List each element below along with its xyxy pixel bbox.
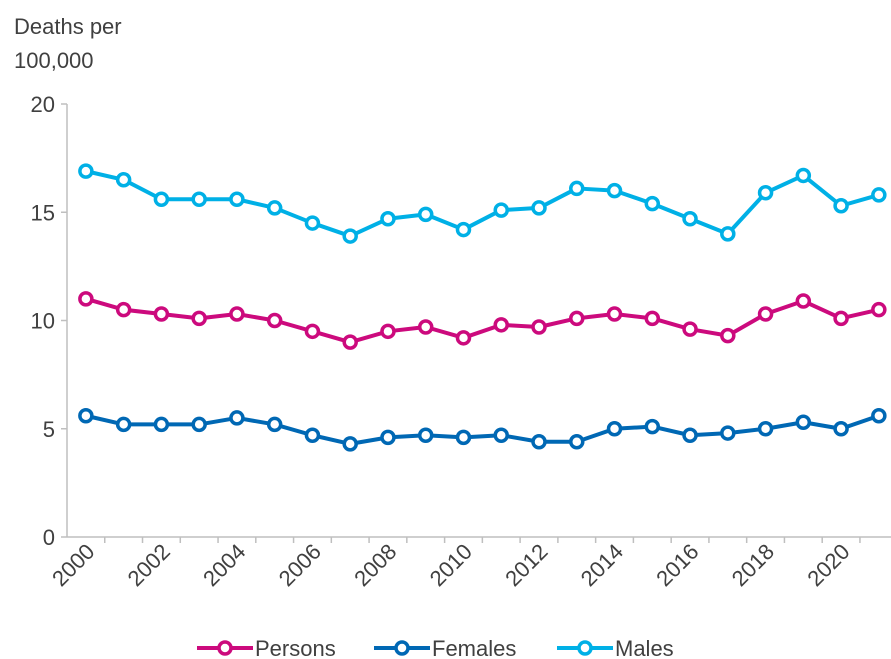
data-point xyxy=(266,416,283,433)
data-point xyxy=(682,427,698,443)
data-point xyxy=(682,321,698,337)
data-point xyxy=(266,200,283,216)
data-point xyxy=(153,306,170,322)
data-point xyxy=(342,228,358,244)
x-tick-label: 2014 xyxy=(576,539,628,591)
data-point xyxy=(493,202,509,218)
data-point xyxy=(455,330,472,346)
data-point xyxy=(871,301,887,318)
data-point xyxy=(304,215,321,231)
data-point xyxy=(606,421,623,437)
data-point xyxy=(455,221,472,238)
data-point xyxy=(191,416,207,433)
data-point xyxy=(417,319,434,335)
data-point xyxy=(304,427,321,443)
x-tick-label: 2010 xyxy=(425,539,477,591)
data-point xyxy=(380,429,396,446)
x-tick-label: 2008 xyxy=(349,539,401,591)
x-tick-label: 2018 xyxy=(727,539,779,591)
data-point xyxy=(795,167,812,184)
x-tick-label: 2012 xyxy=(500,539,552,591)
legend-swatch xyxy=(577,640,593,656)
data-point xyxy=(342,334,358,350)
legend-swatch xyxy=(217,640,233,656)
data-point xyxy=(569,180,585,197)
data-point xyxy=(78,163,94,179)
y-tick-label: 15 xyxy=(31,200,55,225)
data-point xyxy=(644,310,661,327)
data-point xyxy=(606,182,623,199)
data-point xyxy=(795,414,812,431)
data-point xyxy=(229,410,245,426)
data-point xyxy=(531,433,547,450)
data-point xyxy=(757,185,774,201)
data-point xyxy=(417,206,434,223)
series-line xyxy=(85,296,880,345)
data-point xyxy=(531,200,547,216)
data-point xyxy=(871,187,887,203)
legend-label: Males xyxy=(615,636,674,659)
y-axis-title: Deaths per xyxy=(14,14,122,39)
data-point xyxy=(455,429,472,446)
data-point xyxy=(757,306,774,322)
data-point xyxy=(720,327,736,344)
data-point xyxy=(266,312,283,329)
data-point xyxy=(417,427,434,443)
data-point xyxy=(229,191,245,208)
data-point xyxy=(720,226,736,242)
series-line xyxy=(85,169,880,239)
y-tick-label: 20 xyxy=(31,92,55,117)
data-point xyxy=(606,306,623,322)
legend-label: Persons xyxy=(255,636,336,659)
data-point xyxy=(871,408,887,424)
data-point xyxy=(569,433,585,450)
data-point xyxy=(304,323,321,340)
x-tick-label: 2016 xyxy=(651,539,703,591)
data-point xyxy=(644,418,661,435)
data-point xyxy=(644,195,661,212)
y-tick-label: 0 xyxy=(43,525,55,550)
data-point xyxy=(833,198,849,214)
x-tick-label: 2002 xyxy=(123,539,175,591)
data-point xyxy=(115,416,132,433)
data-point xyxy=(720,425,736,441)
data-point xyxy=(78,408,94,424)
data-point xyxy=(380,210,396,227)
x-tick-label: 2004 xyxy=(198,539,250,591)
data-point xyxy=(493,317,509,333)
data-point xyxy=(229,306,245,322)
legend-label: Females xyxy=(432,636,516,659)
data-point xyxy=(757,421,774,437)
data-point xyxy=(115,172,132,188)
x-tick-label: 2006 xyxy=(274,539,326,591)
data-point xyxy=(153,191,170,208)
x-tick-label: 2020 xyxy=(802,539,854,591)
data-point xyxy=(191,310,207,327)
series-line xyxy=(85,413,880,446)
data-point xyxy=(380,323,396,340)
data-point xyxy=(493,427,509,443)
y-axis-title: 100,000 xyxy=(14,48,94,73)
data-point xyxy=(78,291,94,307)
data-point xyxy=(153,416,170,433)
data-point xyxy=(115,301,132,318)
data-point xyxy=(569,310,585,327)
y-tick-label: 5 xyxy=(43,417,55,442)
legend-swatch xyxy=(394,640,410,656)
data-point xyxy=(342,436,358,452)
data-point xyxy=(833,421,849,437)
y-tick-label: 10 xyxy=(31,309,55,334)
data-point xyxy=(191,191,207,208)
data-point xyxy=(682,210,698,227)
data-point xyxy=(833,310,849,327)
data-point xyxy=(531,319,547,335)
data-point xyxy=(795,293,812,309)
